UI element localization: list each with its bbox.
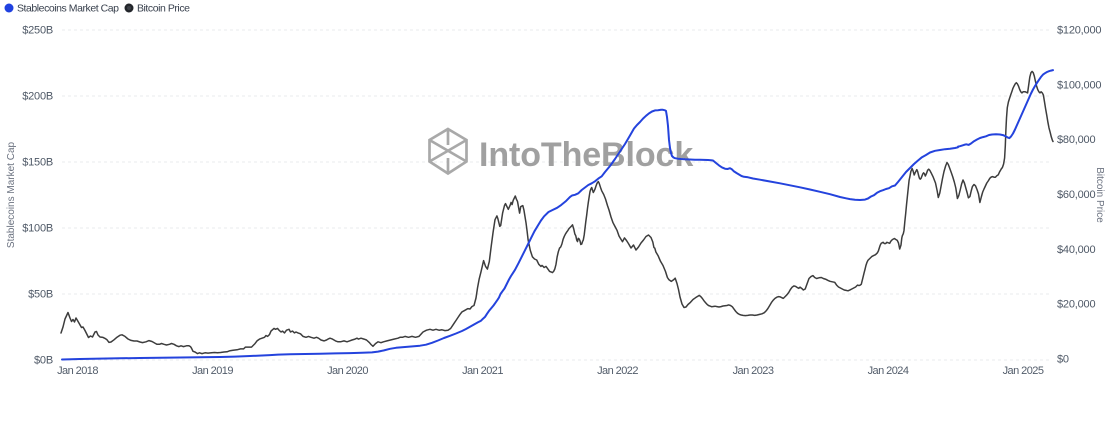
- svg-text:$100,000: $100,000: [1057, 79, 1101, 91]
- svg-text:Stablecoins Market Cap: Stablecoins Market Cap: [6, 141, 17, 248]
- svg-text:$0B: $0B: [34, 355, 53, 367]
- svg-text:Jan 2022: Jan 2022: [597, 365, 638, 377]
- svg-text:Jan 2021: Jan 2021: [462, 365, 503, 377]
- svg-text:$120,000: $120,000: [1057, 25, 1101, 37]
- svg-text:$150B: $150B: [22, 157, 53, 169]
- svg-text:$50B: $50B: [28, 289, 53, 301]
- svg-text:$200B: $200B: [22, 91, 53, 103]
- svg-text:Stablecoins Market Cap: Stablecoins Market Cap: [17, 3, 119, 15]
- svg-text:Jan 2019: Jan 2019: [192, 365, 233, 377]
- svg-text:Bitcoin Price: Bitcoin Price: [1094, 167, 1105, 223]
- svg-text:Jan 2024: Jan 2024: [868, 365, 909, 377]
- svg-text:Jan 2020: Jan 2020: [327, 365, 368, 377]
- svg-text:$20,000: $20,000: [1057, 299, 1095, 311]
- svg-text:$80,000: $80,000: [1057, 134, 1095, 146]
- svg-text:Jan 2025: Jan 2025: [1003, 365, 1044, 377]
- svg-text:Bitcoin Price: Bitcoin Price: [137, 3, 190, 15]
- svg-text:$100B: $100B: [22, 223, 53, 235]
- svg-text:Jan 2018: Jan 2018: [57, 365, 98, 377]
- svg-text:$250B: $250B: [22, 25, 53, 37]
- svg-text:Jan 2023: Jan 2023: [733, 365, 774, 377]
- svg-text:IntoTheBlock: IntoTheBlock: [479, 136, 693, 174]
- svg-text:$60,000: $60,000: [1057, 189, 1095, 201]
- svg-text:$40,000: $40,000: [1057, 244, 1095, 256]
- svg-text:$0: $0: [1057, 354, 1069, 366]
